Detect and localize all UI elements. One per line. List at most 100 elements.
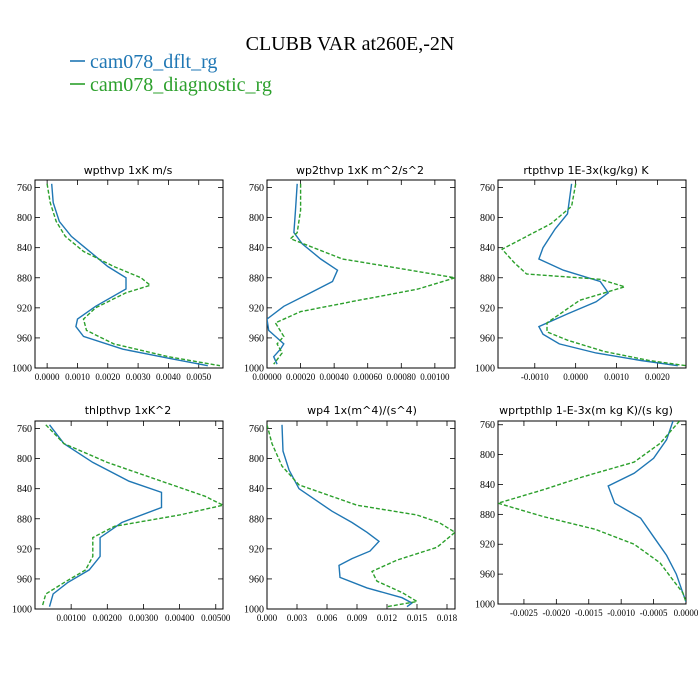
y-tick-label: 960: [249, 333, 264, 344]
y-tick-label: 920: [249, 544, 264, 555]
x-tick-label: 0.00020: [286, 372, 316, 382]
y-tick-label: 1000: [244, 364, 264, 375]
plot-frame: [266, 179, 456, 369]
y-tick-label: 880: [17, 514, 32, 525]
x-tick-label: 0.0000: [563, 372, 588, 382]
y-tick-label: 760: [249, 183, 264, 194]
y-tick-label: 800: [17, 213, 32, 224]
panel-wprtpthlp: wprtpthlp 1-E-3x(m kg K)/(s kg) 760 800 84…: [475, 404, 699, 618]
x-tick-label: 0.0010: [65, 372, 90, 382]
x-tick-label: 0.0050: [186, 372, 211, 382]
x-tick-label: 0.00000: [252, 372, 282, 382]
y-tick-label: 1000: [475, 364, 495, 375]
y-tick-label: 1000: [12, 605, 32, 616]
figure-title: CLUBB VAR at260E,-2N: [246, 33, 455, 55]
panel-rtpthvp: rtpthvp 1E-3x(kg/kg) K 760 800 840 880 920 96…: [475, 164, 687, 382]
series-line-dflt: [267, 183, 339, 365]
x-tick-label: -0.0025: [510, 608, 538, 618]
y-tick-label: 880: [17, 273, 32, 284]
y-tick-label: 840: [480, 480, 495, 491]
plot-frame: [497, 179, 687, 369]
x-tick-label: 0.00100: [57, 613, 87, 623]
series-line-dflt: [281, 424, 414, 608]
plot-frame: [497, 420, 687, 605]
legend-label-dflt: cam078_dflt_rg: [90, 51, 217, 73]
y-tick-label: 960: [480, 333, 495, 344]
x-tick-label: 0.00400: [165, 613, 195, 623]
y-tick-label: 960: [17, 574, 32, 585]
panel-wp4: wp4 1x(m^4)/(s^4) 760 800 840 880 920 960 1000…: [244, 404, 458, 623]
y-tick-label: 880: [249, 514, 264, 525]
y-tick-label: 760: [17, 183, 32, 194]
x-tick-label: 0.00040: [320, 372, 350, 382]
legend-label-diagnostic: cam078_diagnostic_rg: [90, 74, 272, 96]
y-tick-label: 800: [249, 454, 264, 465]
plot-frame: [266, 420, 456, 610]
x-tick-label: -0.0015: [575, 608, 603, 618]
y-tick-label: 840: [249, 243, 264, 254]
y-tick-label: 880: [480, 510, 495, 521]
panel-wp2thvp: wp2thvp 1xK m^2/s^2 760 800 840 880 920 960 10…: [244, 164, 456, 382]
y-tick-label: 800: [480, 213, 495, 224]
x-tick-label: -0.0005: [640, 608, 668, 618]
x-tick-label: 0.00080: [387, 372, 417, 382]
y-tick-label: 960: [480, 570, 495, 581]
panel-title: wpthvp 1xK m/s: [84, 164, 173, 177]
y-tick-label: 1000: [475, 600, 495, 611]
x-tick-label: -0.0010: [521, 372, 549, 382]
x-tick-label: 0.0020: [95, 372, 120, 382]
series-line-diagnostic: [500, 183, 686, 367]
y-tick-label: 1000: [244, 605, 264, 616]
y-tick-label: 920: [480, 303, 495, 314]
y-tick-label: 800: [17, 454, 32, 465]
x-tick-label: 0.0010: [604, 372, 629, 382]
legend-item-diagnostic: cam078_diagnostic_rg: [70, 74, 272, 96]
y-tick-label: 760: [480, 420, 495, 431]
series-line-diagnostic: [41, 424, 223, 607]
plot-frame: [34, 179, 224, 369]
series-line-dflt: [537, 183, 678, 367]
y-tick-label: 960: [249, 574, 264, 585]
series-line-diagnostic: [273, 183, 455, 365]
x-tick-label: 0.012: [377, 613, 397, 623]
y-tick-label: 840: [249, 484, 264, 495]
y-tick-label: 920: [249, 303, 264, 314]
y-tick-label: 880: [249, 273, 264, 284]
x-tick-label: -0.0020: [542, 608, 570, 618]
panel-title: wp2thvp 1xK m^2/s^2: [296, 164, 424, 177]
panel-title: wp4 1x(m^4)/(s^4): [307, 404, 417, 417]
series-line-diagnostic: [498, 421, 686, 603]
y-tick-label: 840: [17, 484, 32, 495]
y-tick-label: 760: [480, 183, 495, 194]
x-tick-label: 0.0020: [645, 372, 670, 382]
series-line-dflt: [51, 183, 208, 367]
y-tick-label: 760: [17, 424, 32, 435]
y-tick-label: 1000: [12, 364, 32, 375]
x-tick-label: 0.018: [437, 613, 458, 623]
legend-item-dflt: cam078_dflt_rg: [70, 51, 217, 73]
legend: cam078_dflt_rg cam078_diagnostic_rg: [70, 51, 272, 96]
y-tick-label: 920: [480, 540, 495, 551]
panel-title: wprtpthlp 1-E-3x(m kg K)/(s kg): [499, 404, 673, 417]
x-tick-label: 0.003: [287, 613, 308, 623]
x-tick-label: 0.000: [257, 613, 278, 623]
y-tick-label: 800: [480, 450, 495, 461]
panel-wpthvp: wpthvp 1xK m/s 76080084088092096010000.0…: [12, 164, 224, 382]
panel-title: rtpthvp 1E-3x(kg/kg) K: [523, 164, 649, 177]
x-tick-label: 0.006: [317, 613, 338, 623]
x-tick-label: 0.00100: [420, 372, 450, 382]
y-tick-label: 960: [17, 333, 32, 344]
y-tick-label: 920: [17, 303, 32, 314]
x-tick-label: 0.00500: [201, 613, 231, 623]
x-tick-label: 0.0030: [126, 372, 151, 382]
x-tick-label: 0.0040: [156, 372, 181, 382]
x-tick-label: 0.015: [407, 613, 428, 623]
x-tick-label: 0.0000: [35, 372, 60, 382]
series-line-dflt: [48, 424, 163, 607]
series-line-diagnostic: [267, 424, 455, 608]
x-tick-label: 0.00060: [353, 372, 383, 382]
x-tick-label: 0.0000: [674, 608, 699, 618]
y-tick-label: 880: [480, 273, 495, 284]
panel-thlpthvp: thlpthvp 1xK^2 760 800 840 880 920 960 1000 0.0…: [12, 404, 231, 623]
